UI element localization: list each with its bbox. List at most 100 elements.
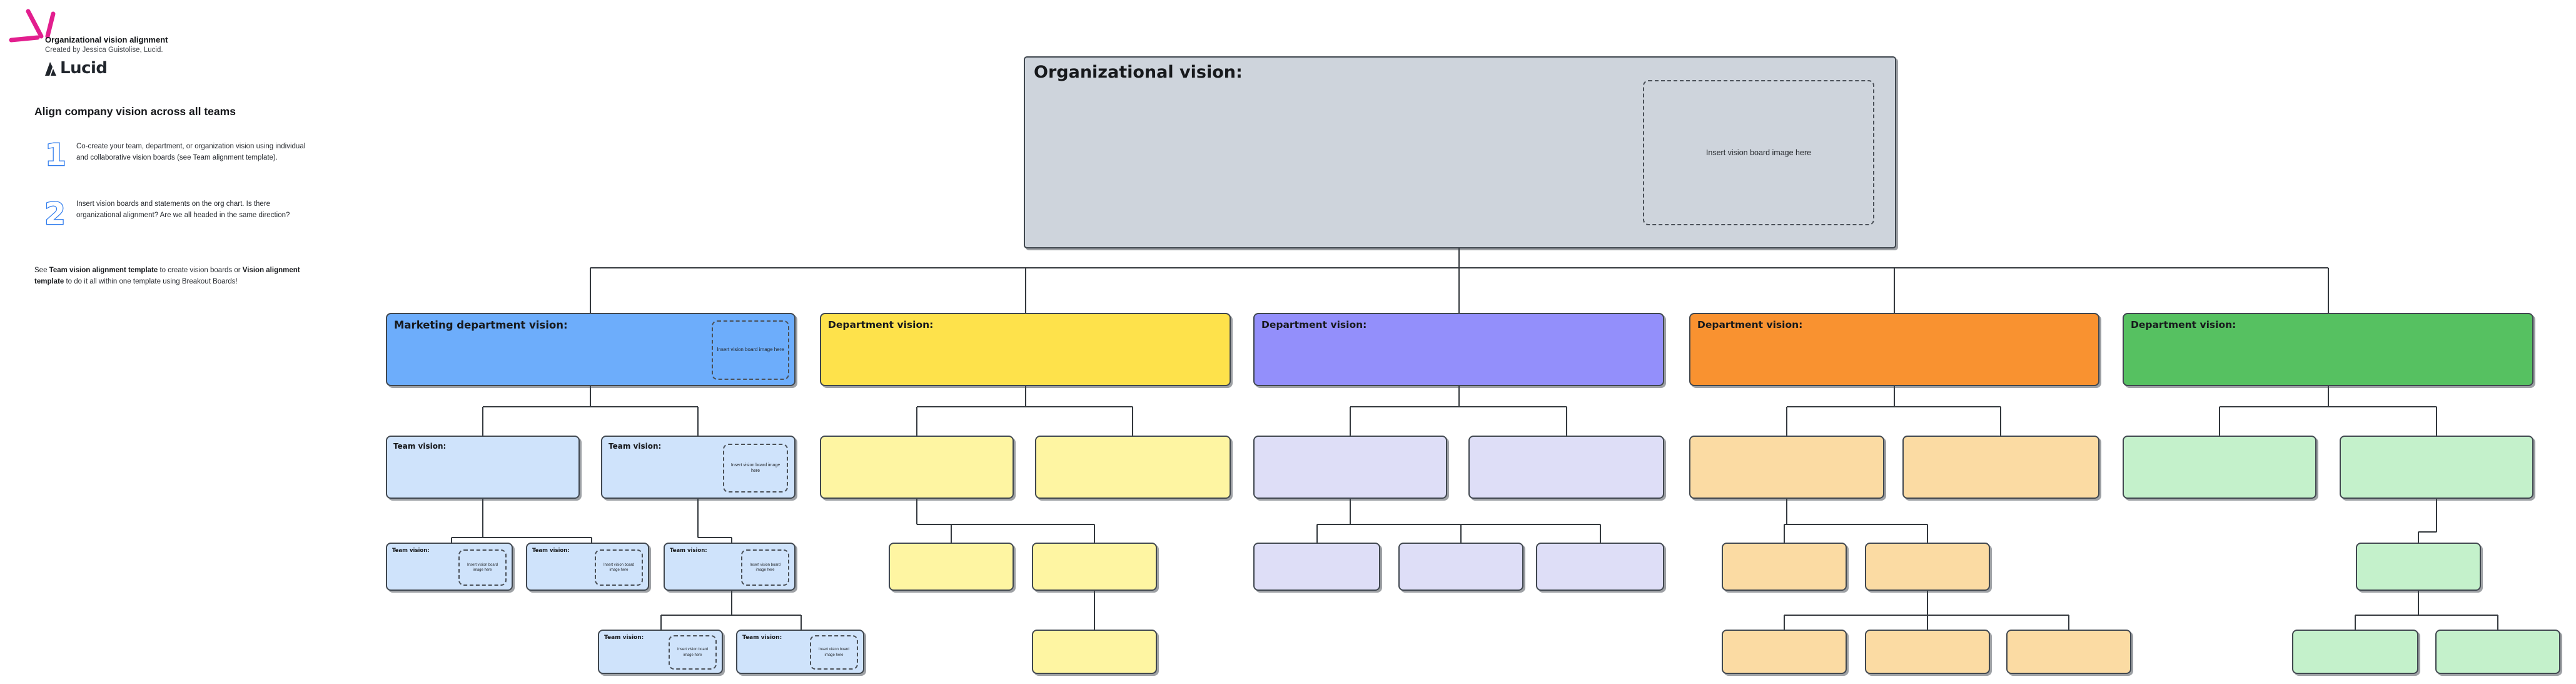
vision-board-dropzone[interactable]: Insert vision board image here — [810, 635, 858, 670]
node-dept-orange[interactable]: Department vision: — [1689, 313, 2099, 386]
node-team-green-3[interactable] — [2356, 543, 2481, 591]
connector-line — [451, 538, 452, 543]
step-2-text: Insert vision boards and statements on t… — [76, 200, 290, 219]
footer-link-vision-template[interactable]: Vision alignment template — [34, 267, 300, 285]
node-organizational-vision[interactable]: Organizational vision: Insert vision boa… — [1024, 56, 1896, 248]
connector-line — [483, 406, 698, 407]
vision-board-dropzone[interactable]: Insert vision board image here — [723, 444, 788, 493]
node-team-orange-1[interactable] — [1689, 436, 1884, 499]
connector-line — [1784, 524, 1785, 543]
node-label: Team vision: — [604, 635, 644, 641]
node-dept-purple[interactable]: Department vision: — [1253, 313, 1664, 386]
connector-line — [1784, 615, 2069, 616]
connector-line — [2328, 386, 2329, 407]
footer-text: to create vision boards or — [158, 267, 243, 274]
node-dept-marketing[interactable]: Marketing department vision: Insert visi… — [386, 313, 796, 386]
connector-line — [801, 615, 802, 630]
vision-board-dropzone[interactable]: Insert vision board image here — [595, 549, 643, 586]
node-team-blue-4[interactable]: Team vision: Insert vision board image h… — [526, 543, 649, 591]
connector-line — [660, 615, 662, 630]
connector-line — [698, 537, 732, 538]
node-team-blue-3[interactable]: Team vision: Insert vision board image h… — [386, 543, 513, 591]
insert-placeholder-text: Insert vision board image here — [1705, 148, 1812, 157]
node-team-yellow-1[interactable] — [820, 436, 1014, 499]
connector-line — [590, 386, 591, 407]
connector-line — [1927, 615, 1928, 630]
insert-placeholder-text: Insert vision board image here — [467, 563, 498, 572]
insert-placeholder-text: Insert vision board image here — [677, 648, 709, 657]
footer-text: See — [34, 267, 49, 274]
connector-line — [452, 537, 592, 538]
node-team-blue-2[interactable]: Team vision: Insert vision board image h… — [601, 436, 796, 499]
node-team-purple-3[interactable] — [1253, 543, 1380, 591]
node-dept-green[interactable]: Department vision: — [2123, 313, 2533, 386]
node-team-green-4[interactable] — [2292, 630, 2418, 674]
lucid-logo: Lucid — [44, 60, 108, 76]
connector-line — [1566, 407, 1567, 436]
template-byline: Created by Jessica Guistolise, Lucid. — [45, 46, 163, 54]
footer-text: to do it all within one template using B… — [64, 277, 238, 285]
node-team-purple-4[interactable] — [1398, 543, 1523, 591]
vision-board-dropzone[interactable]: Insert vision board image here — [669, 635, 717, 670]
connector-line — [2328, 268, 2329, 313]
connector-line — [951, 524, 952, 543]
connector-line — [1025, 386, 1026, 407]
node-team-yellow-2[interactable] — [1035, 436, 1231, 499]
connector-line — [1094, 524, 1095, 543]
connector-line — [2068, 615, 2069, 630]
node-team-purple-2[interactable] — [1468, 436, 1664, 499]
connector-line — [1460, 524, 1462, 543]
node-team-orange-4[interactable] — [1865, 543, 1990, 591]
connector-line — [1458, 248, 1460, 268]
node-team-blue-5[interactable]: Team vision: Insert vision board image h… — [664, 543, 796, 591]
connector-line — [1927, 591, 1928, 615]
vision-board-dropzone[interactable]: Insert vision board image here — [458, 549, 507, 586]
node-team-green-1[interactable] — [2123, 436, 2316, 499]
svg-text:1: 1 — [45, 138, 66, 173]
node-team-blue-6[interactable]: Team vision: Insert vision board image h… — [598, 630, 723, 674]
connector-line — [1316, 524, 1318, 543]
template-title: Organizational vision alignment — [45, 35, 168, 44]
node-team-green-2[interactable] — [2340, 436, 2533, 499]
step-1-text: Co-create your team, department, or orga… — [76, 143, 306, 161]
insert-placeholder-text: Insert vision board image here — [749, 563, 781, 572]
node-team-orange-2[interactable] — [1902, 436, 2099, 499]
node-label: Marketing department vision: — [394, 319, 568, 331]
connector-line — [2418, 591, 2419, 615]
connector-line — [482, 407, 483, 436]
connector-line — [482, 499, 483, 538]
node-team-orange-7[interactable] — [2006, 630, 2131, 674]
vision-board-dropzone[interactable]: Insert vision board image here — [1643, 80, 1874, 225]
node-label: Organizational vision: — [1034, 63, 1243, 82]
vision-board-dropzone[interactable]: Insert vision board image here — [712, 320, 789, 380]
connector-line — [1927, 524, 1928, 543]
connector-line — [2355, 615, 2498, 616]
node-team-orange-3[interactable] — [1722, 543, 1847, 591]
node-team-blue-7[interactable]: Team vision: Insert vision board image h… — [736, 630, 864, 674]
node-dept-yellow[interactable]: Department vision: — [820, 313, 1231, 386]
node-team-blue-1[interactable]: Team vision: — [386, 436, 580, 499]
node-label: Department vision: — [1697, 319, 1803, 330]
node-team-green-5[interactable] — [2435, 630, 2560, 674]
connector-line — [731, 538, 732, 543]
footer-link-team-template[interactable]: Team vision alignment template — [49, 267, 158, 274]
connector-line — [2000, 407, 2001, 436]
node-team-yellow-4[interactable] — [1032, 543, 1157, 591]
node-label: Department vision: — [1261, 319, 1367, 330]
connector-line — [1458, 268, 1460, 313]
node-team-orange-5[interactable] — [1722, 630, 1847, 674]
svg-text:2: 2 — [44, 197, 65, 232]
node-team-yellow-3[interactable] — [889, 543, 1014, 591]
node-team-purple-1[interactable] — [1253, 436, 1447, 499]
pink-scribble-decoration — [9, 9, 56, 43]
node-team-yellow-5[interactable] — [1032, 630, 1157, 674]
connector-line — [2220, 406, 2437, 407]
insert-placeholder-text: Insert vision board image here — [818, 648, 850, 657]
node-team-purple-5[interactable] — [1536, 543, 1664, 591]
connector-line — [591, 538, 592, 543]
node-team-orange-6[interactable] — [1865, 630, 1990, 674]
connector-line — [1132, 407, 1133, 436]
node-label: Team vision: — [742, 635, 782, 641]
vision-board-dropzone[interactable]: Insert vision board image here — [741, 549, 789, 586]
connector-line — [1786, 407, 1787, 436]
